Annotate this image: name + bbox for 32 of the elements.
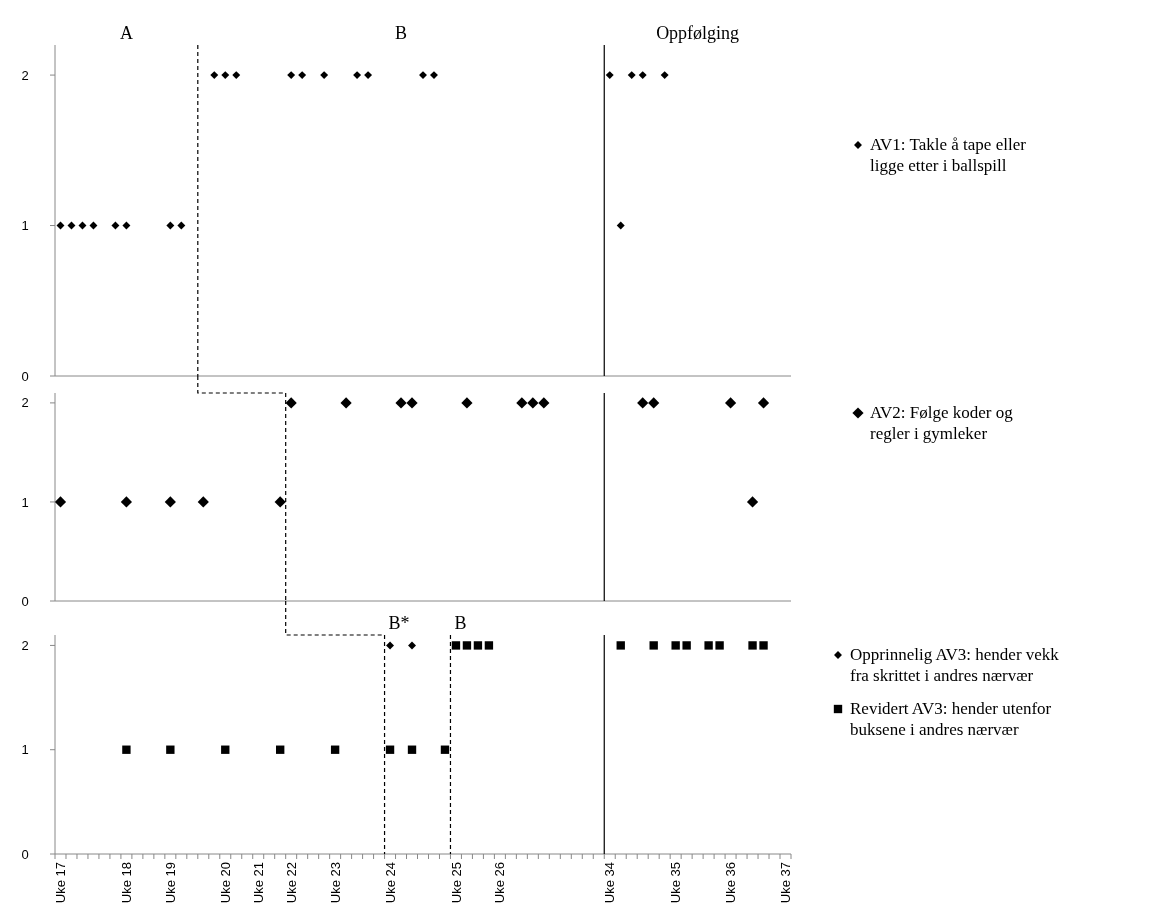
- legend-label: Revidert AV3: hender utenfor buksene i andres nærvær: [850, 699, 1052, 739]
- y-tick-label: 0: [21, 593, 29, 609]
- x-tick-label: Uke 17: [53, 862, 69, 904]
- text: B*: [388, 613, 410, 633]
- legend-label: AV2: Følge koder og regler i gymleker: [870, 403, 1014, 443]
- y-tick-label: 0: [21, 368, 29, 384]
- x-tick-label: Uke 36: [723, 862, 739, 904]
- y-tick-label: 1: [21, 742, 29, 758]
- y-tick-label: 0: [21, 846, 29, 862]
- text: Oppfølging: [656, 23, 740, 43]
- x-tick-label: Uke 25: [448, 862, 464, 904]
- x-tick-label: Uke 18: [118, 862, 134, 904]
- legend-label: Opprinnelig AV3: hender vekk fra skrittet i andres nærvær: [850, 645, 1060, 685]
- x-tick-label: Uke 21: [250, 862, 266, 904]
- text: B: [454, 613, 467, 633]
- text: B: [395, 23, 408, 43]
- y-tick-label: 1: [21, 494, 29, 510]
- x-tick-label: Uke 23: [327, 862, 343, 904]
- legend-label: AV1: Takle å tape eller ligge etter i ballspill: [870, 135, 1027, 175]
- y-tick-label: 2: [21, 67, 29, 83]
- text: A: [119, 23, 133, 43]
- x-tick-label: Uke 37: [778, 862, 794, 904]
- x-tick-label: Uke 20: [217, 862, 233, 904]
- y-tick-label: 2: [21, 395, 29, 411]
- x-tick-label: Uke 19: [162, 862, 178, 904]
- x-tick-label: Uke 22: [283, 862, 299, 904]
- x-tick-label: Uke 24: [382, 862, 398, 904]
- y-tick-label: 2: [21, 637, 29, 653]
- x-tick-label: Uke 34: [602, 862, 618, 904]
- x-tick-label: Uke 35: [668, 862, 684, 904]
- y-tick-label: 1: [21, 218, 29, 234]
- x-tick-label: Uke 26: [492, 862, 508, 904]
